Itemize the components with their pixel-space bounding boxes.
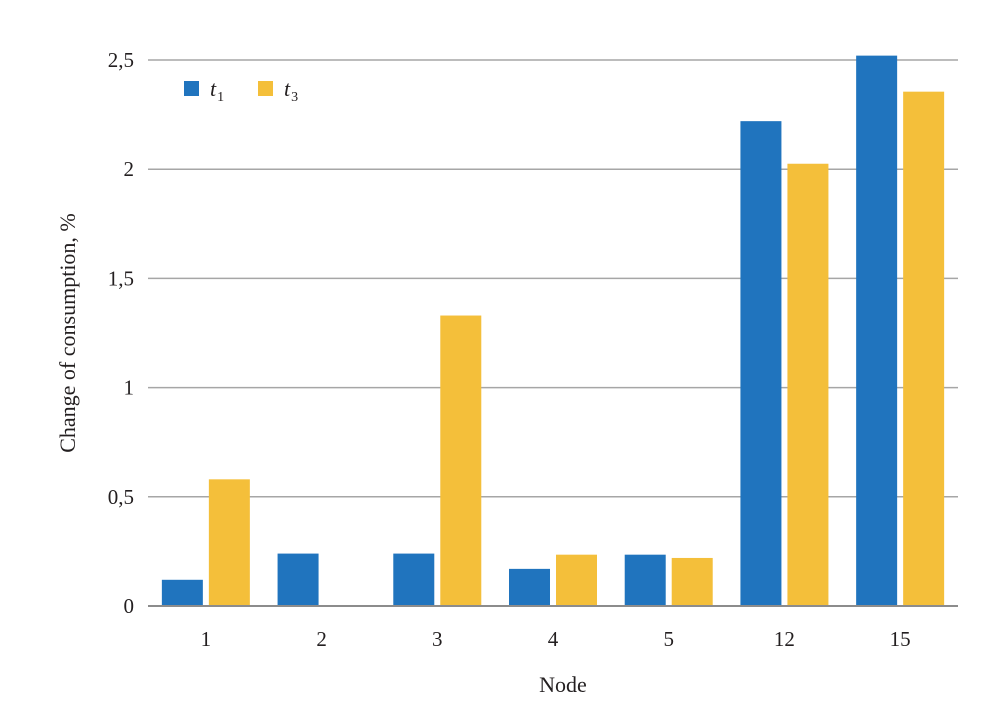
x-axis-title: Node bbox=[539, 672, 587, 697]
x-tick-label: 5 bbox=[663, 627, 674, 651]
y-tick-label: 2 bbox=[124, 157, 135, 181]
x-tick-label: 15 bbox=[890, 627, 911, 651]
y-tick-label: 0,5 bbox=[108, 485, 134, 509]
bar-t3-node-5 bbox=[671, 557, 713, 606]
bar-t1-node-15 bbox=[856, 55, 898, 606]
x-tick-label: 2 bbox=[316, 627, 327, 651]
bar-t3-node-1 bbox=[208, 479, 250, 606]
legend-label-t3: t3 bbox=[284, 76, 298, 105]
legend-label-subscript: 3 bbox=[291, 90, 298, 105]
y-tick-label: 0 bbox=[124, 594, 135, 618]
bar-t1-node-4 bbox=[509, 568, 550, 606]
bar-t1-node-5 bbox=[624, 554, 666, 606]
y-tick-label: 2,5 bbox=[108, 48, 134, 72]
y-tick-label: 1 bbox=[124, 376, 135, 400]
legend-label-main: t bbox=[284, 76, 291, 101]
axes: 00,511,522,51 2 3 4 5 12 15 bbox=[108, 48, 958, 651]
bar-t1-node-3 bbox=[393, 553, 435, 606]
bar-t1-node-12 bbox=[740, 121, 782, 606]
bar-t1-node-2 bbox=[277, 553, 319, 606]
legend-swatch-t1 bbox=[184, 81, 199, 96]
y-axis-title: Change of consumption, % bbox=[55, 213, 80, 453]
gridlines bbox=[148, 59, 958, 498]
bar-t3-node-12 bbox=[787, 163, 829, 607]
x-tick-label: 1 bbox=[201, 627, 212, 651]
bar-t3-node-15 bbox=[903, 91, 945, 607]
legend-label-t1: t1 bbox=[210, 76, 224, 105]
legend-label-subscript: 1 bbox=[217, 90, 224, 105]
x-tick-label: 12 bbox=[774, 627, 795, 651]
x-tick-label: 4 bbox=[548, 627, 559, 651]
bar-t1-node-1 bbox=[161, 579, 203, 606]
bar-t3-node-4 bbox=[556, 554, 597, 606]
legend: t1 t3 bbox=[184, 76, 298, 105]
bar-t3-node-3 bbox=[440, 315, 482, 606]
bars bbox=[161, 55, 945, 607]
legend-swatch-t3 bbox=[258, 81, 273, 96]
legend-label-main: t bbox=[210, 76, 217, 101]
y-tick-label: 1,5 bbox=[108, 266, 134, 290]
x-tick-label: 3 bbox=[432, 627, 443, 651]
